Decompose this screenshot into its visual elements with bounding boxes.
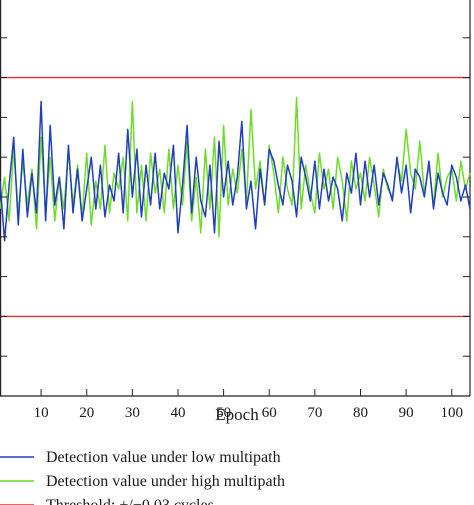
x-tick-label: 70 (307, 405, 322, 421)
x-tick-label: 90 (399, 405, 414, 421)
y-axis-ticks (0, 37, 470, 357)
x-tick-label: 40 (170, 405, 185, 421)
legend: Detection value under low multipath Detec… (0, 449, 285, 505)
x-axis-label: Epoch (215, 405, 259, 424)
x-tick-label: 20 (79, 405, 94, 421)
x-tick-label: 60 (262, 405, 277, 421)
x-tick-label: 10 (34, 405, 49, 421)
plot-area (0, 0, 471, 397)
legend-label: Threshold: +/−0.03 cycles (46, 497, 214, 505)
x-tick-label: 30 (125, 405, 140, 421)
x-tick-label: 50 (216, 405, 231, 421)
legend-label: Detection value under high multipath (46, 473, 285, 490)
series-line (0, 100, 471, 242)
x-tick-label: 100 (440, 405, 463, 421)
legend-label: Detection value under low multipath (46, 449, 281, 466)
x-axis-ticks: 10 20 30 40 50 60 70 80 90 100 (34, 389, 463, 421)
threshold-lines (0, 76, 470, 318)
series-lines (0, 96, 471, 242)
x-tick-label: 80 (353, 405, 368, 421)
